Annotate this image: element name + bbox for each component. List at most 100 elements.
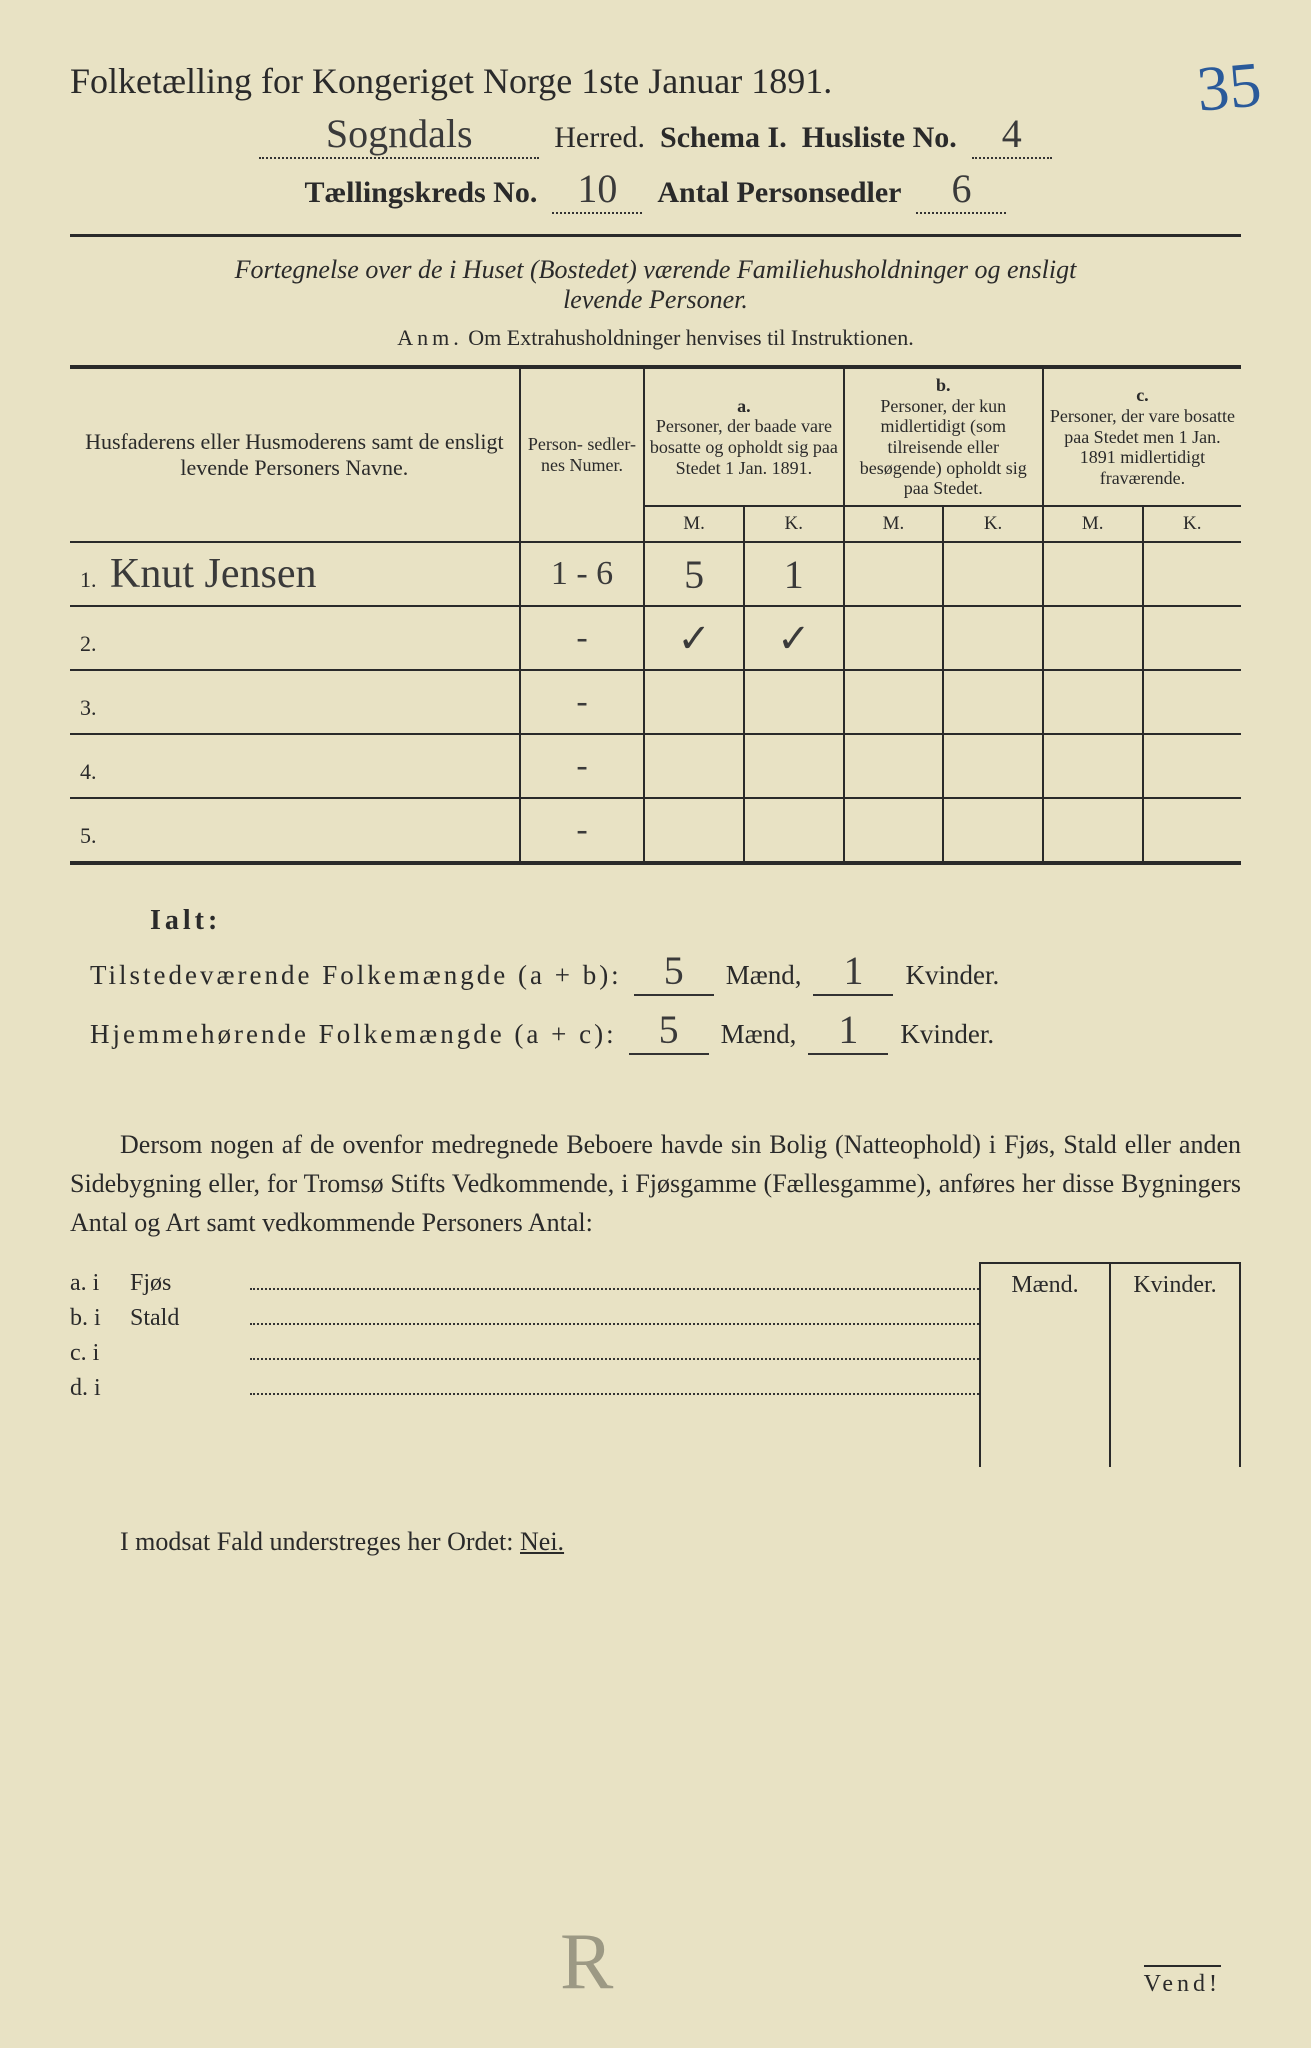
anm-text: Om Extrahusholdninger henvises til Instr… (468, 325, 913, 350)
bottom-text: I modsat Fald understreges her Ordet: (120, 1527, 514, 1556)
fjos-row: d. i (70, 1375, 979, 1402)
desc-line2: levende Personer. (563, 285, 748, 314)
ialt2-label: Hjemmehørende Folkemængde (a + c): (90, 1019, 617, 1050)
c-k-cell (1143, 670, 1241, 734)
name-cell: 2. (70, 606, 520, 670)
ialt1-maend: Mænd, (726, 960, 802, 991)
table-row: 4. - (70, 734, 1241, 798)
numer-cell: - (520, 798, 645, 863)
numer-cell: 1 - 6 (520, 542, 645, 606)
b-k-cell (943, 670, 1043, 734)
col-numer: Person- sedler- nes Numer. (520, 367, 645, 542)
col-c-head: c. Personer, der vare bosatte paa Stedet… (1043, 367, 1241, 506)
mk-body (979, 1307, 1241, 1467)
herred-value: Sogndals (259, 110, 539, 159)
a-m-cell: 5 (644, 542, 744, 606)
ialt1-label: Tilstedeværende Folkemængde (a + b): (90, 960, 622, 991)
a-k-cell (744, 798, 844, 863)
c-k-cell (1143, 542, 1241, 606)
fjos-dots (250, 1305, 979, 1325)
fjos-word: Fjøs (130, 1270, 250, 1297)
fjos-dots (250, 1375, 979, 1395)
col-c-m: M. (1043, 506, 1143, 542)
ialt2-kvinder: Kvinder. (900, 1019, 994, 1050)
name-cell: 5. (70, 798, 520, 863)
fjos-word: Stald (130, 1305, 250, 1332)
c-m-cell (1043, 734, 1143, 798)
ialt1-k: 1 (813, 947, 893, 996)
b-k-cell (943, 798, 1043, 863)
b-m-cell (844, 606, 944, 670)
b-m-cell (844, 798, 944, 863)
household-table: Husfaderens eller Husmoderens samt de en… (70, 365, 1241, 865)
fjos-row: a. i Fjøs (70, 1270, 979, 1297)
table-row: 1. Knut Jensen 1 - 6 5 1 (70, 542, 1241, 606)
herred-label: Herred. (554, 121, 645, 155)
page-number-handwritten: 35 (1194, 47, 1264, 126)
b-m-cell (844, 734, 944, 798)
bottom-nei: Nei. (520, 1527, 564, 1556)
numer-cell: - (520, 606, 645, 670)
b-m-cell (844, 670, 944, 734)
col-names: Husfaderens eller Husmoderens samt de en… (70, 367, 520, 542)
personsedler-value: 6 (916, 165, 1006, 214)
a-m-cell: ✓ (644, 606, 744, 670)
vend-label: Vend! (1144, 1965, 1221, 1998)
anm-label: Anm. (397, 325, 463, 350)
husliste-value: 4 (972, 110, 1052, 159)
col-b-m: M. (844, 506, 944, 542)
kreds-label: Tællingskreds No. (305, 176, 538, 210)
table-row: 2. - ✓ ✓ (70, 606, 1241, 670)
col-a-m: M. (644, 506, 744, 542)
b-k-cell (943, 734, 1043, 798)
c-k-cell (1143, 734, 1241, 798)
description: Fortegnelse over de i Huset (Bostedet) v… (70, 255, 1241, 315)
table-row: 3. - (70, 670, 1241, 734)
instruction-paragraph: Dersom nogen af de ovenfor medregnede Be… (70, 1125, 1241, 1242)
col-c-k: K. (1143, 506, 1241, 542)
c-m-cell (1043, 670, 1143, 734)
numer-cell: - (520, 734, 645, 798)
mk-header: Mænd. Kvinder. (979, 1262, 1241, 1307)
fjos-list: a. i Fjøs b. i Stald c. i d. i Mænd. Kvi… (70, 1262, 1241, 1467)
c-m-cell (1043, 542, 1143, 606)
mk-box-container: Mænd. Kvinder. (979, 1262, 1241, 1467)
divider (70, 234, 1241, 237)
census-form-page: Folketælling for Kongeriget Norge 1ste J… (0, 0, 1311, 2048)
ialt-line-2: Hjemmehørende Folkemængde (a + c): 5 Mæn… (90, 1006, 1241, 1055)
ialt2-maend: Mænd, (721, 1019, 797, 1050)
name-cell: 4. (70, 734, 520, 798)
desc-line1: Fortegnelse over de i Huset (Bostedet) v… (235, 255, 1077, 284)
a-k-cell: ✓ (744, 606, 844, 670)
ialt-line-1: Tilstedeværende Folkemængde (a + b): 5 M… (90, 947, 1241, 996)
numer-cell: - (520, 670, 645, 734)
col-b-k: K. (943, 506, 1043, 542)
fjos-lbl: b. i (70, 1305, 130, 1332)
subtitle-row-2: Tællingskreds No. 10 Antal Personsedler … (70, 165, 1241, 214)
fjos-lbl: d. i (70, 1375, 130, 1402)
bottom-handwritten-mark: R (560, 1917, 613, 2008)
title-text: Folketælling for Kongeriget Norge 1ste J… (70, 61, 832, 101)
fjos-lbl: c. i (70, 1340, 130, 1367)
a-k-cell: 1 (744, 542, 844, 606)
col-a-k: K. (744, 506, 844, 542)
ialt1-kvinder: Kvinder. (905, 960, 999, 991)
ialt-section: Ialt: Tilstedeværende Folkemængde (a + b… (70, 905, 1241, 1055)
a-k-cell (744, 670, 844, 734)
bottom-line: I modsat Fald understreges her Ordet: Ne… (70, 1527, 1241, 1557)
col-a-head: a. Personer, der baade vare bosatte og o… (644, 367, 843, 506)
c-k-cell (1143, 606, 1241, 670)
fjos-dots (250, 1270, 979, 1290)
table-row: 5. - (70, 798, 1241, 863)
name-cell: 3. (70, 670, 520, 734)
personsedler-label: Antal Personsedler (657, 176, 901, 210)
c-m-cell (1043, 798, 1143, 863)
a-m-cell (644, 734, 744, 798)
anm-note: Anm. Om Extrahusholdninger henvises til … (70, 325, 1241, 351)
a-m-cell (644, 670, 744, 734)
subtitle-row-1: Sogndals Herred. Schema I. Husliste No. … (70, 110, 1241, 159)
c-k-cell (1143, 798, 1241, 863)
c-m-cell (1043, 606, 1143, 670)
b-k-cell (943, 606, 1043, 670)
husliste-label: Husliste No. (802, 121, 957, 155)
